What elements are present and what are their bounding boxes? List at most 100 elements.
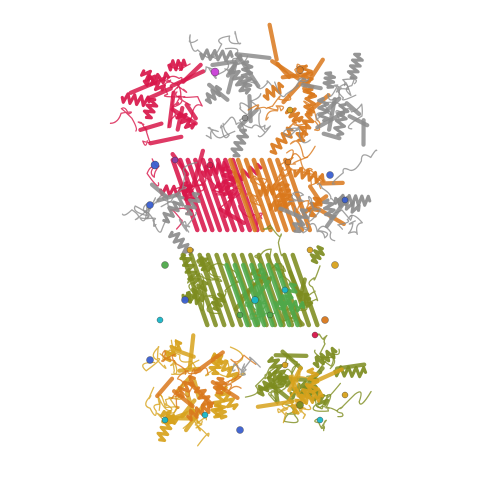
domain-top-left-crimson xyxy=(109,58,206,146)
ribbon-segment xyxy=(324,96,342,113)
ribbon-segment xyxy=(188,381,214,406)
ribbon-segment xyxy=(215,157,245,233)
ribbon-segment xyxy=(308,184,324,205)
ribbon-segment xyxy=(267,22,279,62)
ribbon-segment xyxy=(283,126,311,144)
ribbon-segment xyxy=(302,194,329,215)
ribbon-segment xyxy=(333,103,350,137)
ribbon-segment xyxy=(247,93,292,111)
ligand-sphere xyxy=(316,416,324,424)
ribbon-segment xyxy=(176,374,196,399)
ribbon-segment xyxy=(289,119,316,159)
ribbon-segment xyxy=(172,389,195,409)
ligand-sphere xyxy=(306,246,314,254)
ribbon-segment xyxy=(210,59,237,68)
ribbon-segment xyxy=(230,128,249,158)
ribbon-segment xyxy=(175,368,196,409)
ligand-sphere xyxy=(284,158,292,166)
ribbon-segment xyxy=(344,101,362,117)
ligand-sphere xyxy=(150,160,160,170)
ribbon-segment xyxy=(256,299,262,326)
ribbon-segment xyxy=(186,401,213,422)
ribbon-segment xyxy=(162,194,185,224)
ribbon-segment xyxy=(273,353,309,358)
ribbon-segment xyxy=(175,105,185,132)
ribbon-segment xyxy=(146,86,173,101)
domain-lower-middle-green xyxy=(224,262,306,328)
ribbon-segment xyxy=(256,252,286,328)
ribbon-segment xyxy=(342,76,358,97)
ribbon-segment xyxy=(234,52,272,60)
ribbon-segment xyxy=(265,375,285,389)
ribbon-segment xyxy=(274,77,310,98)
ribbon-segment xyxy=(265,105,285,121)
ribbon-segment xyxy=(259,157,289,233)
ribbon-segment xyxy=(306,93,331,115)
ligand-sphere xyxy=(281,361,289,369)
ligand-sphere xyxy=(186,246,194,254)
ribbon-segment xyxy=(181,62,203,84)
ribbon-segment xyxy=(287,366,303,393)
ribbon-segment xyxy=(210,392,226,419)
ribbon-segment xyxy=(265,262,292,328)
ribbon-segment xyxy=(265,252,295,328)
ribbon-segment xyxy=(149,182,169,199)
ribbon-segment xyxy=(237,55,261,89)
ribbon-segment xyxy=(277,282,298,311)
ribbon-segment xyxy=(290,252,320,328)
ribbon-segment xyxy=(280,71,314,80)
ribbon-segment xyxy=(228,67,252,95)
ribbon-segment xyxy=(142,97,159,120)
ribbon-segment xyxy=(262,224,283,257)
ligand-sphere xyxy=(161,416,169,424)
ribbon-segment xyxy=(193,157,223,233)
domain-upper-middle-crimson xyxy=(146,148,263,233)
ribbon-segment xyxy=(347,214,363,235)
ligand-sphere xyxy=(156,316,164,324)
ribbon-segment xyxy=(205,126,236,140)
ribbon-segment xyxy=(267,356,292,388)
ribbon-segment xyxy=(300,82,323,91)
ribbon-segment xyxy=(160,349,187,375)
ligand-spheres xyxy=(146,66,349,434)
ribbon-segment xyxy=(200,157,230,233)
ligand-sphere xyxy=(341,196,349,204)
ribbon-segment xyxy=(331,149,378,185)
domain-bottom-right-olive xyxy=(244,333,372,432)
ribbon-segment xyxy=(225,53,243,78)
ligand-sphere xyxy=(236,311,244,319)
ribbon-segment xyxy=(282,252,312,328)
ribbon-segment xyxy=(312,346,338,369)
ribbon-segment xyxy=(185,157,215,233)
ribbon-segment xyxy=(281,77,307,105)
ribbon-segment xyxy=(312,393,338,412)
ribbon-segment xyxy=(205,252,235,328)
ligand-sphere xyxy=(286,106,294,114)
ribbon-segment xyxy=(210,30,242,59)
ribbon-segment xyxy=(208,157,238,233)
ribbon-segment xyxy=(292,208,309,234)
ribbon-segment xyxy=(322,198,337,221)
ribbon-segment xyxy=(142,345,167,372)
ribbon-segment xyxy=(224,262,250,328)
ligand-sphere xyxy=(331,261,339,269)
ribbon-segment xyxy=(249,93,272,138)
ribbon-segment xyxy=(336,390,372,418)
ribbon-segment xyxy=(293,166,325,184)
ribbon-segment xyxy=(277,180,293,200)
ribbon-segment xyxy=(278,206,303,219)
ribbon-segment xyxy=(190,412,210,447)
ribbon-segment xyxy=(138,121,164,132)
ribbon-segment xyxy=(187,333,196,370)
ligand-sphere xyxy=(281,286,289,294)
ribbon-segment xyxy=(307,195,322,222)
ribbon-segment xyxy=(243,157,273,233)
ribbon-segment xyxy=(145,386,163,416)
ribbon-segment xyxy=(317,96,330,123)
ribbon-segment xyxy=(197,252,227,328)
ribbon-segment xyxy=(184,191,201,216)
ribbon-segment xyxy=(109,107,138,132)
ribbon-segment xyxy=(314,418,327,432)
ribbon-segment xyxy=(262,81,285,101)
ligand-sphere xyxy=(341,391,349,399)
